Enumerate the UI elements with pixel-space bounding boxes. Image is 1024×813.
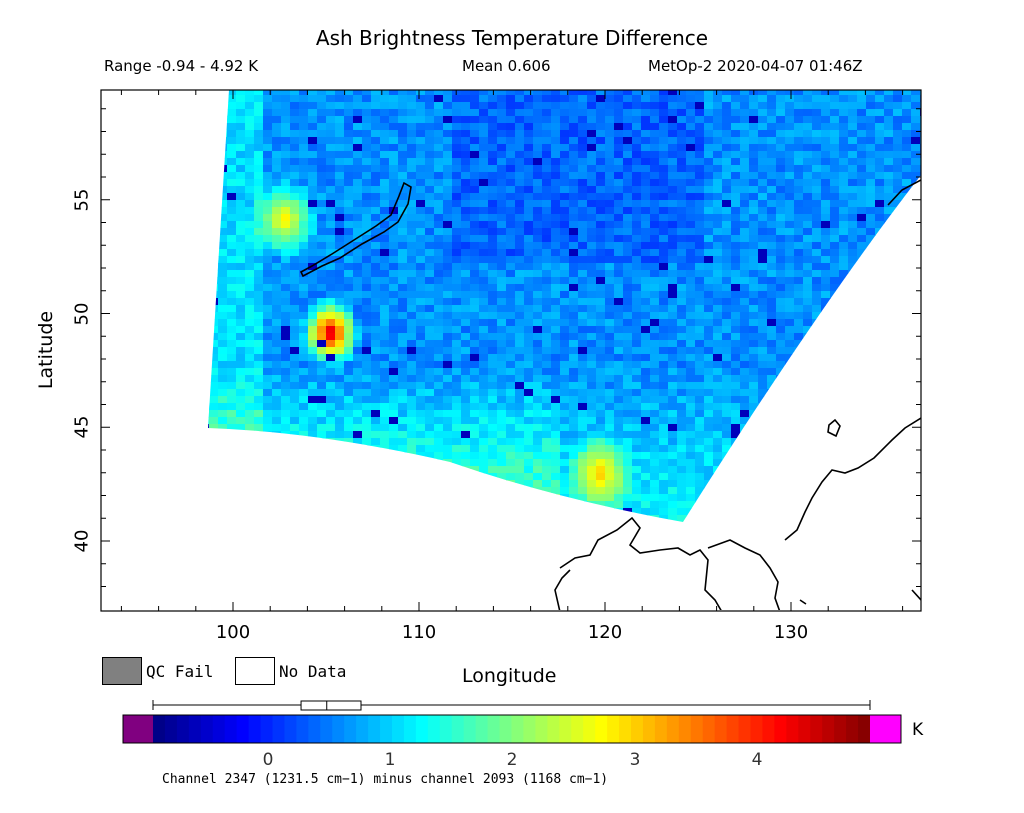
colorbar-frame: [122, 714, 902, 744]
stats-box: [152, 700, 871, 711]
korea-peninsula: [707, 539, 781, 610]
japan-coast: [784, 417, 921, 541]
colorbar-tick: 4: [751, 750, 763, 770]
korea-china-coast: [559, 516, 722, 610]
no-data-label: No Data: [279, 662, 347, 681]
japan-islands: [799, 589, 921, 605]
no-data-swatch: [235, 657, 275, 685]
colorbar-tick: 1: [384, 750, 396, 770]
x-tick-label: 130: [773, 622, 809, 643]
axis-ticks: [101, 90, 921, 611]
lake-outline: [299, 181, 412, 278]
mean-text: Mean 0.606: [462, 57, 551, 75]
coastline: [299, 179, 921, 610]
qc-fail-swatch: [102, 657, 142, 685]
chart-title: Ash Brightness Temperature Difference: [315, 26, 709, 50]
x-axis-label: Longitude: [462, 665, 557, 687]
qc-fail-label: QC Fail: [146, 662, 214, 681]
colorbar-gradient: [153, 715, 871, 743]
x-tick-label: 120: [587, 622, 623, 643]
colorbar-tick: 3: [629, 750, 641, 770]
x-tick-label: 110: [401, 622, 437, 643]
range-text: Range -0.94 - 4.92 K: [104, 57, 259, 75]
colorbar-tick: 0: [262, 750, 274, 770]
sakhalin-coast: [887, 179, 921, 206]
channel-footnote: Channel 2347 (1231.5 cm−1) minus channel…: [162, 772, 609, 787]
sea-coast: [554, 569, 571, 610]
x-tick-label: 100: [215, 622, 251, 643]
satellite-timestamp: MetOp-2 2020-04-07 01:46Z: [648, 57, 863, 75]
colorbar-tick: 2: [506, 750, 518, 770]
colorbar-under: [123, 715, 153, 743]
colorbar-unit: K: [912, 720, 924, 740]
lake-right: [827, 418, 841, 438]
colorbar-over: [870, 715, 901, 743]
plot-frame: [100, 89, 922, 612]
